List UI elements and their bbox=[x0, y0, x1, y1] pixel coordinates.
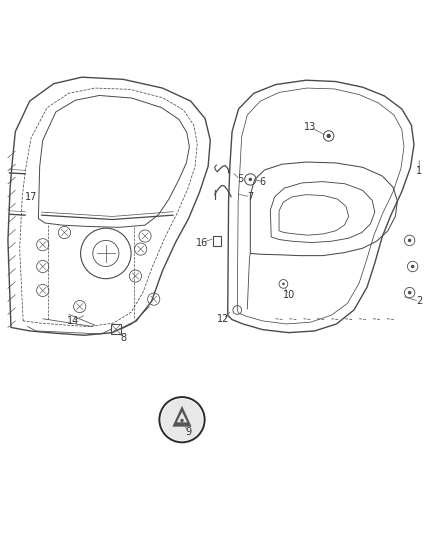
Circle shape bbox=[249, 177, 252, 181]
Circle shape bbox=[326, 134, 331, 138]
Text: 17: 17 bbox=[25, 192, 37, 202]
Text: 1: 1 bbox=[416, 166, 422, 176]
Text: 10: 10 bbox=[283, 290, 295, 300]
Polygon shape bbox=[177, 412, 187, 422]
Circle shape bbox=[408, 291, 411, 294]
Circle shape bbox=[282, 282, 285, 285]
Text: 12: 12 bbox=[217, 314, 230, 324]
Text: 16: 16 bbox=[196, 238, 208, 247]
Text: 6: 6 bbox=[259, 176, 265, 187]
Polygon shape bbox=[173, 406, 191, 426]
Text: 5: 5 bbox=[237, 174, 243, 184]
Text: 13: 13 bbox=[304, 122, 317, 132]
Text: 14: 14 bbox=[67, 316, 79, 326]
Circle shape bbox=[180, 419, 184, 422]
Text: 9: 9 bbox=[185, 427, 191, 437]
Text: 7: 7 bbox=[247, 192, 254, 202]
Text: 8: 8 bbox=[120, 333, 126, 343]
Circle shape bbox=[411, 265, 414, 268]
Circle shape bbox=[161, 399, 203, 441]
Text: 2: 2 bbox=[416, 296, 422, 306]
Circle shape bbox=[408, 239, 411, 242]
